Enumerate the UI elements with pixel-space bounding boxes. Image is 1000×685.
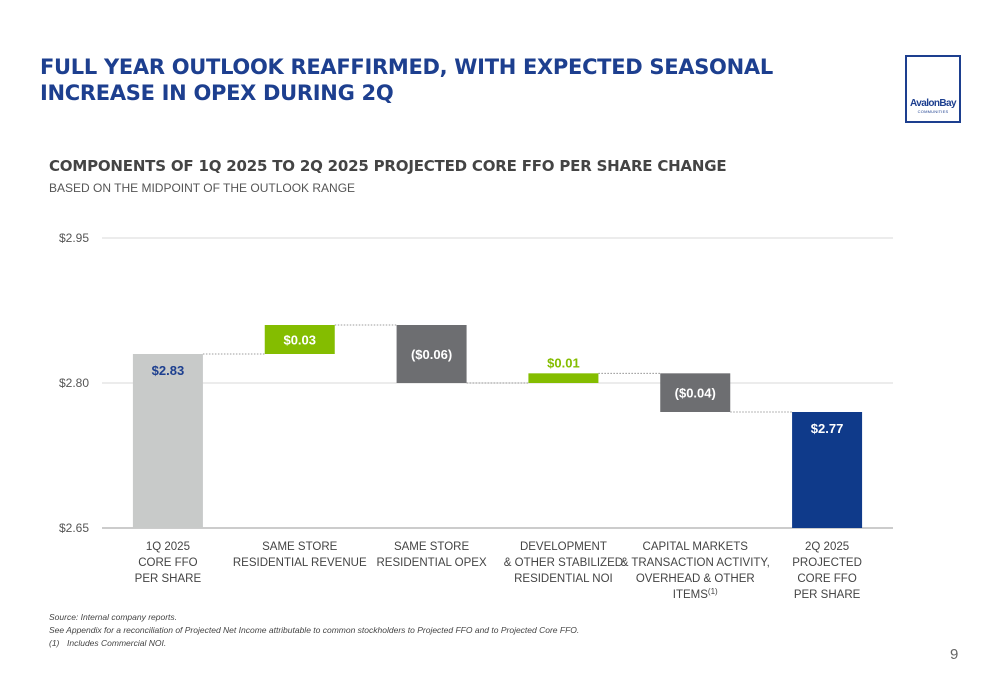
x-category-label: DEVELOPMENT (520, 541, 607, 553)
page-title-line-1: FULL YEAR OUTLOOK REAFFIRMED, WITH EXPEC… (40, 55, 773, 79)
data-label: ($0.06) (411, 347, 452, 362)
bar (528, 373, 599, 383)
y-tick-label: $2.95 (59, 231, 89, 245)
page-title: FULL YEAR OUTLOOK REAFFIRMED, WITH EXPEC… (40, 54, 800, 106)
page-title-line-2: INCREASE IN OPEX DURING 2Q (40, 81, 394, 105)
company-logo: AvalonBay COMMUNITIES (905, 55, 961, 123)
x-category-label: SAME STORE (394, 541, 470, 553)
x-category-label: CORE FFO (138, 557, 197, 569)
y-tick-label: $2.65 (59, 521, 89, 535)
bar (792, 412, 863, 528)
x-category-label: 1Q 2025 (146, 541, 190, 553)
bar (132, 354, 203, 528)
x-category-label: RESIDENTIAL NOI (514, 573, 613, 585)
bar (660, 373, 731, 412)
chart-subtitle: BASED ON THE MIDPOINT OF THE OUTLOOK RAN… (49, 181, 356, 195)
page-number: 9 (950, 646, 959, 663)
x-category-superscript: (1) (708, 587, 718, 596)
x-category-label: & TRANSACTION ACTIVITY, (621, 557, 770, 569)
bar (264, 325, 335, 354)
x-category-label: RESIDENTIAL OPEX (377, 557, 487, 569)
chart-title: COMPONENTS OF 1Q 2025 TO 2Q 2025 PROJECT… (49, 157, 727, 175)
x-category-label: CAPITAL MARKETS (643, 541, 749, 553)
y-tick-label: $2.80 (59, 376, 89, 390)
x-category-label: OVERHEAD & OTHER (636, 573, 755, 585)
x-category-label: PROJECTED (792, 557, 862, 569)
x-category-label: 2Q 2025 (805, 541, 849, 553)
footnote-1: (1) Includes Commercial NOI. (49, 637, 579, 650)
bar (396, 325, 467, 383)
x-category-label: SAME STORE (262, 541, 338, 553)
footnote-appendix: See Appendix for a reconciliation of Pro… (49, 625, 580, 635)
x-category-label: ITEMS(1) (673, 587, 718, 601)
logo-subtext: COMMUNITIES (917, 109, 949, 114)
x-category-label: & OTHER STABILIZED (504, 557, 623, 569)
data-label: $0.01 (547, 355, 580, 370)
footnote-source: Source: Internal company reports. (49, 612, 178, 622)
logo-name: AvalonBay (910, 98, 957, 109)
footnotes: Source: Internal company reports. See Ap… (49, 611, 579, 650)
x-category-label: PER SHARE (135, 573, 202, 585)
footnote-1-number: (1) (49, 638, 60, 648)
data-label: $0.03 (283, 333, 316, 348)
x-category-label: CORE FFO (797, 573, 856, 585)
footnote-1-text: Includes Commercial NOI. (67, 638, 167, 648)
data-label: $2.83 (152, 363, 185, 378)
waterfall-chart: $2.65 $2.80 $2.95 $2.83 $0.03 ($0.06) $0.01 ($0… (59, 231, 893, 601)
x-category-label: PER SHARE (794, 589, 861, 601)
x-category-label: RESIDENTIAL REVENUE (233, 557, 367, 569)
data-label: ($0.04) (675, 386, 716, 401)
data-label: $2.77 (811, 421, 844, 436)
